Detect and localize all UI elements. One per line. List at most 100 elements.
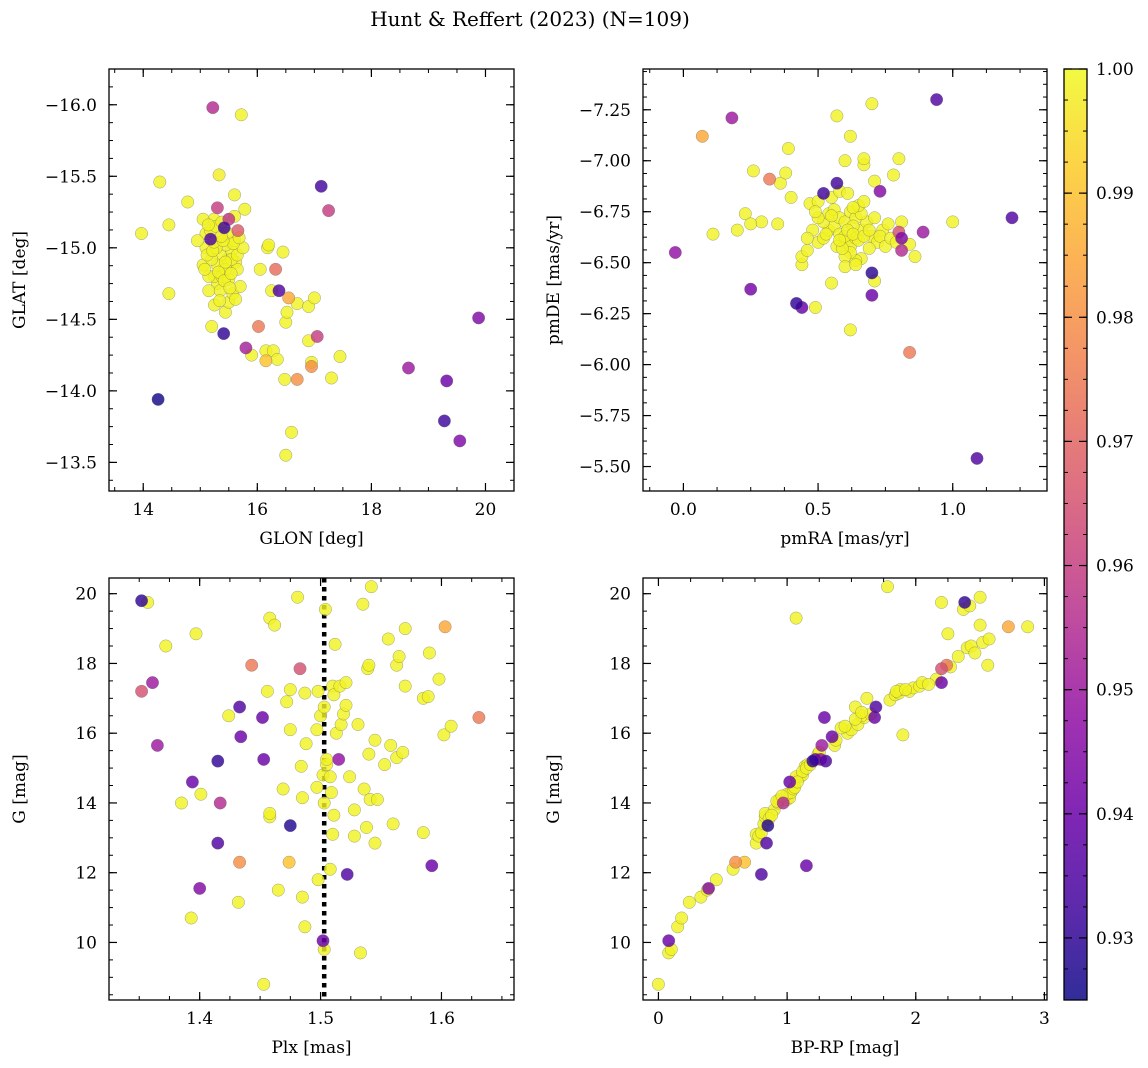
data-point: [789, 611, 803, 625]
data-point: [356, 597, 370, 611]
y-tick-label: 16: [75, 724, 97, 744]
x-tick-label: 16: [246, 500, 268, 520]
scatter-plot-plx-g: 1.4 1.5 1.6 10 12 14 16 18 20 Plx [mas] G [mag]: [10, 577, 515, 1058]
data-point: [779, 166, 793, 180]
data-point: [252, 320, 265, 333]
data-point: [651, 977, 665, 991]
data-point: [259, 354, 273, 368]
y-tick-label: −6.00: [579, 356, 631, 376]
data-point: [398, 679, 412, 693]
data-point: [846, 227, 860, 241]
data-point: [229, 292, 243, 306]
data-point: [298, 686, 312, 700]
data-point: [185, 775, 199, 789]
data-point: [846, 201, 860, 215]
data-point: [293, 662, 307, 676]
data-point: [343, 770, 357, 784]
x-axis-label: pmRA [mas/yr]: [780, 529, 909, 549]
data-point: [295, 791, 309, 805]
data-point: [857, 152, 871, 166]
data-point: [790, 296, 803, 310]
x-axis-label: Plx [mas]: [271, 1038, 351, 1058]
data-point: [239, 341, 253, 355]
data-point: [825, 730, 839, 744]
x-tick-label: 1: [782, 1009, 793, 1029]
data-point: [815, 738, 829, 752]
data-point: [825, 276, 838, 290]
data-point: [855, 705, 869, 719]
y-tick-label: 12: [609, 864, 631, 884]
data-point: [973, 618, 987, 632]
data-point: [799, 859, 813, 873]
data-point: [725, 111, 739, 125]
x-axis-label: BP-RP [mag]: [791, 1038, 900, 1058]
data-point: [873, 184, 887, 198]
data-point: [316, 934, 330, 948]
x-tick-label: 1.5: [307, 1009, 334, 1029]
data-point: [228, 188, 241, 202]
data-point: [1021, 620, 1035, 634]
data-point: [278, 372, 292, 386]
data-point: [310, 780, 324, 794]
data-point: [231, 895, 245, 909]
data-point: [201, 218, 215, 232]
colorbar-tick-label: 0.95: [1096, 681, 1134, 701]
colorbar-tick-label: 0.96: [1096, 557, 1134, 577]
data-point: [260, 684, 274, 698]
data-point: [800, 231, 814, 245]
y-tick-label: −14.5: [45, 310, 97, 330]
data-point: [311, 684, 325, 698]
data-point: [437, 414, 451, 428]
plot-frame: [642, 577, 1048, 1001]
data-point: [135, 227, 148, 240]
colorbar: 0.93 0.94 0.95 0.96 0.97 0.98 0.99 1.00: [1063, 60, 1134, 1001]
data-point: [150, 738, 164, 752]
data-point: [339, 676, 353, 690]
data-point: [153, 175, 167, 189]
data-point: [903, 345, 917, 359]
data-point: [323, 862, 337, 876]
data-point: [204, 232, 217, 246]
data-point: [981, 658, 995, 672]
y-tick-label: −5.50: [579, 458, 631, 478]
data-point: [198, 262, 212, 276]
data-point: [416, 826, 430, 840]
colorbar-tick-label: 1.00: [1096, 60, 1134, 80]
colorbar-tick-label: 0.94: [1096, 805, 1134, 825]
data-point: [310, 330, 324, 343]
y-tick-label: −13.5: [45, 453, 97, 473]
y-axis-label: G [mag]: [10, 754, 30, 823]
data-point: [682, 895, 696, 909]
data-point: [194, 787, 208, 801]
x-tick-label: 18: [361, 500, 383, 520]
y-axis-label: G [mag]: [544, 754, 564, 823]
data-point: [833, 233, 847, 247]
data-point: [754, 867, 768, 881]
data-point: [760, 836, 773, 850]
data-points: [135, 101, 486, 462]
data-point: [217, 327, 231, 341]
data-point: [317, 700, 331, 714]
colorbar-gradient: [1064, 69, 1087, 1000]
data-point: [347, 803, 361, 817]
data-point: [843, 129, 857, 143]
data-point: [781, 142, 795, 155]
data-point: [162, 218, 176, 232]
data-point: [354, 946, 367, 960]
data-point: [865, 288, 879, 302]
x-tick-label: 0: [653, 1009, 664, 1029]
data-point: [841, 186, 855, 200]
data-point: [253, 262, 267, 276]
data-point: [437, 728, 451, 742]
y-tick-label: 18: [75, 654, 97, 674]
data-point: [830, 176, 844, 190]
data-point: [709, 873, 723, 887]
data-point: [280, 305, 294, 319]
data-point: [190, 234, 204, 248]
data-point: [307, 291, 321, 305]
data-point: [1005, 211, 1019, 225]
data-point: [862, 223, 876, 237]
data-point: [364, 580, 378, 594]
data-point: [268, 618, 282, 632]
